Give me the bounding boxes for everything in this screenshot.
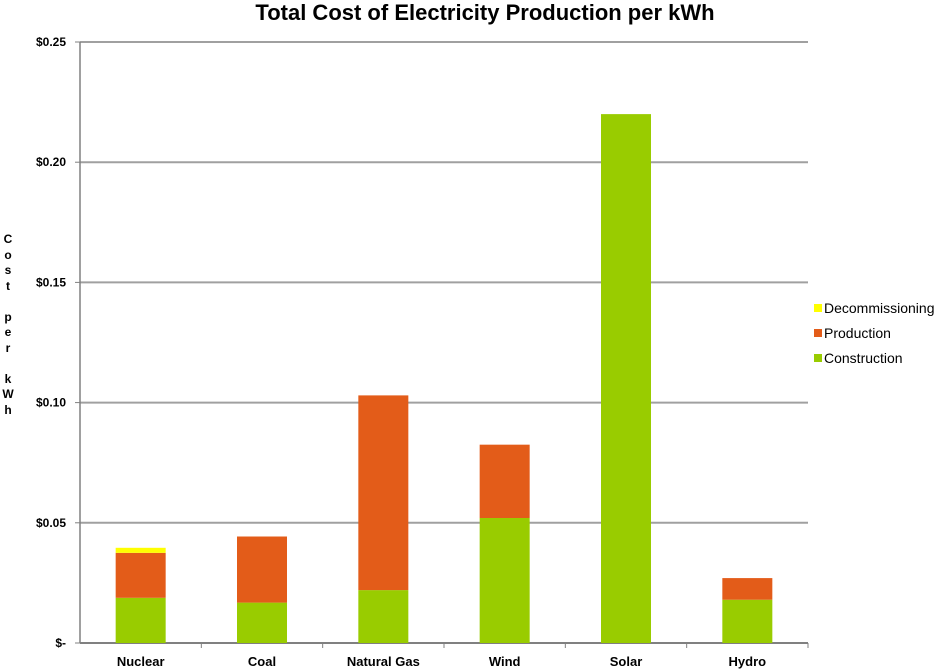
- bar-construction: [601, 114, 651, 644]
- y-tick-label: $0.10: [36, 396, 66, 410]
- legend-label: Production: [824, 325, 891, 341]
- legend-swatch-construction: [814, 354, 822, 362]
- x-tick-label: Wind: [489, 654, 521, 669]
- x-tick-label: Solar: [610, 654, 643, 669]
- x-tick-label: Nuclear: [117, 654, 165, 669]
- bar-construction: [358, 590, 409, 643]
- x-tick-label: Natural Gas: [347, 654, 420, 669]
- bar-production: [237, 536, 287, 603]
- legend-swatch-production: [814, 329, 822, 337]
- y-axis-label: C o s t p e r k W h: [2, 232, 14, 417]
- y-tick-label: $0.20: [36, 155, 66, 169]
- bar-decommissioning: [115, 547, 166, 553]
- bar-production: [479, 444, 530, 518]
- y-tick-label: $0.25: [36, 35, 66, 49]
- y-tick-label: $-: [55, 636, 66, 650]
- bar-production: [115, 552, 166, 598]
- legend-label: Construction: [824, 350, 903, 366]
- legend-label: Decommissioning: [824, 300, 934, 316]
- bar-construction: [115, 597, 166, 643]
- bar-construction: [722, 599, 773, 643]
- bar-construction: [479, 517, 530, 643]
- bar-construction: [237, 602, 287, 643]
- x-tick-label: Hydro: [729, 654, 767, 669]
- x-tick-label: Coal: [248, 654, 276, 669]
- bar-production: [722, 578, 773, 600]
- y-tick-label: $0.15: [36, 275, 66, 289]
- legend-swatch-decommissioning: [814, 304, 822, 312]
- chart-title: Total Cost of Electricity Production per…: [255, 0, 715, 25]
- y-tick-label: $0.05: [36, 516, 66, 530]
- bar-production: [358, 395, 409, 591]
